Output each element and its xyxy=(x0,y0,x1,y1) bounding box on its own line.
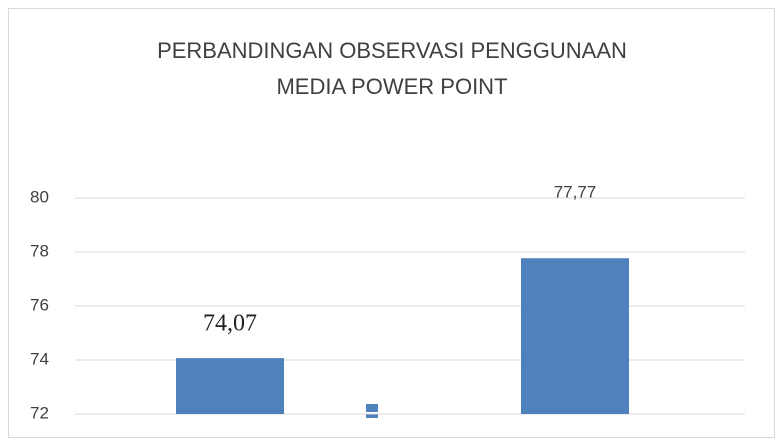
y-tick-label: 80 xyxy=(30,187,49,206)
legend-key xyxy=(366,404,378,412)
bar xyxy=(521,258,629,414)
y-tick-label: 72 xyxy=(30,403,49,422)
data-label: 77,77 xyxy=(554,182,597,201)
chart-title: MEDIA POWER POINT xyxy=(276,74,507,99)
y-tick-label: 78 xyxy=(30,241,49,260)
chart-title: PERBANDINGAN OBSERVASI PENGGUNAAN xyxy=(157,38,627,63)
chart-border xyxy=(8,8,775,438)
data-label: 74,07 xyxy=(203,311,257,337)
bar xyxy=(176,358,284,414)
y-tick-label: 74 xyxy=(30,349,49,368)
y-tick-label: 76 xyxy=(30,295,49,314)
legend-key xyxy=(366,414,378,418)
